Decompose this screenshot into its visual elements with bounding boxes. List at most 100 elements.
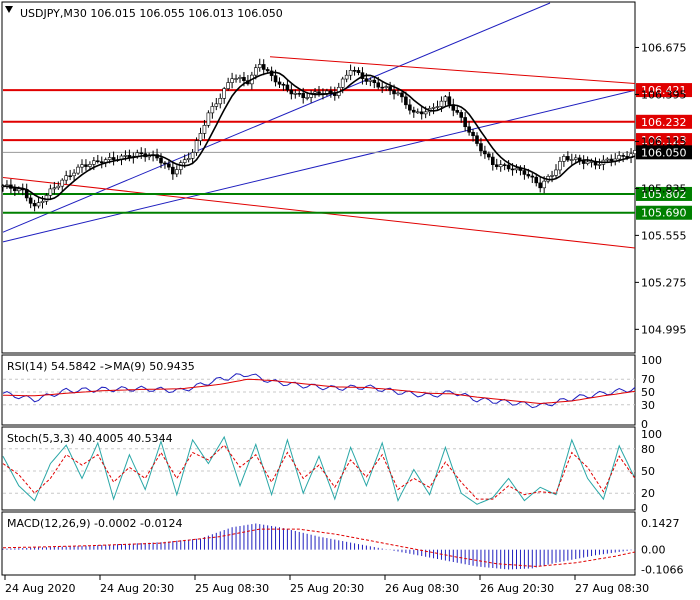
candle-body — [182, 159, 187, 163]
trendline-resistance — [269, 56, 636, 85]
candle-body — [368, 79, 373, 82]
candle-body — [605, 158, 610, 161]
candle-body — [206, 112, 211, 126]
candle-body — [498, 164, 503, 168]
macd-title: MACD(12,26,9) -0.0002 -0.0124 — [7, 517, 182, 530]
candle-body — [538, 182, 543, 189]
candle-body — [238, 77, 242, 79]
candle-body — [84, 164, 88, 167]
candle-body — [502, 164, 507, 166]
candle-body — [218, 98, 223, 105]
dropdown-triangle-icon[interactable] — [5, 6, 13, 13]
candle-body — [123, 155, 128, 157]
stoch-tick-label: 50 — [641, 465, 655, 478]
candle-body — [597, 164, 602, 166]
stoch-tick-label: 0 — [641, 502, 648, 515]
candle-body — [171, 166, 175, 175]
rsi-tick-label: 30 — [641, 399, 655, 412]
candle-body — [506, 164, 511, 170]
candle-body — [96, 160, 100, 163]
candle-body — [479, 143, 483, 152]
candle-body — [388, 86, 392, 91]
candle-body — [443, 96, 448, 102]
rsi-tick-label: 50 — [641, 386, 655, 399]
candle-body — [226, 82, 230, 89]
stoch-series-0 — [2, 435, 636, 505]
candle-body — [530, 175, 535, 178]
stoch-tick-label: 100 — [641, 428, 662, 441]
candle-body — [569, 159, 574, 161]
candle-body — [404, 96, 408, 106]
rsi-panel — [1, 354, 636, 426]
candle-body — [92, 160, 96, 165]
candle-body — [447, 96, 452, 105]
time-tick-label: 24 Aug 2020 — [5, 582, 75, 595]
candle-body — [281, 83, 286, 86]
candle-body — [159, 157, 163, 164]
stoch-tick-label: 20 — [641, 487, 655, 500]
candle-body — [210, 106, 215, 114]
candle-body — [455, 110, 460, 113]
candle-body — [423, 111, 428, 115]
candle-body — [380, 86, 385, 89]
level-label-105.690: 105.690 — [641, 207, 687, 220]
level-tag-106.421 — [636, 83, 692, 98]
candle-body — [254, 67, 258, 76]
moving-average-line — [2, 71, 636, 201]
candle-body — [411, 109, 416, 113]
candle-body — [56, 185, 61, 189]
stoch-layer — [2, 435, 636, 505]
candle-body — [566, 156, 570, 161]
candle-body — [514, 167, 519, 171]
macd-layer — [2, 523, 636, 570]
candle-body — [305, 97, 309, 99]
candle-body — [186, 158, 191, 161]
rsi-tick-label: 100 — [641, 354, 662, 367]
candle-body — [190, 152, 195, 159]
candle-body — [550, 175, 554, 177]
channel-lower-line — [2, 89, 636, 243]
candle-body — [88, 164, 92, 167]
candle-body — [257, 64, 262, 69]
level-tag-105.690 — [636, 205, 692, 220]
level-label-105.802: 105.802 — [641, 188, 687, 201]
candle-body — [467, 126, 471, 133]
candle-body — [234, 78, 238, 80]
candle-body — [372, 79, 377, 84]
price-tick-label: 106.675 — [641, 41, 687, 54]
candle-body — [317, 91, 321, 94]
candle-body — [139, 152, 144, 155]
candle-body — [293, 93, 298, 95]
candle-body — [175, 169, 179, 175]
candle-body — [202, 125, 207, 134]
time-tick-label: 24 Aug 20:30 — [100, 582, 174, 595]
candle-body — [36, 202, 41, 207]
candle-body — [494, 164, 499, 168]
candle-body — [581, 160, 586, 164]
macd-tick-label: -0.1066 — [641, 564, 683, 577]
price-layer — [1, 2, 637, 249]
candle-body — [483, 150, 487, 155]
macd-signal-line — [2, 528, 636, 568]
candle-body — [463, 117, 467, 128]
candle-body — [471, 131, 475, 137]
candle-body — [265, 69, 270, 72]
candle-body — [609, 158, 614, 162]
candle-body — [431, 107, 436, 109]
candle-body — [408, 104, 412, 111]
candle-body — [277, 81, 282, 85]
candle-body — [107, 157, 112, 160]
candle-body — [376, 82, 381, 88]
rsi-layer — [2, 373, 636, 409]
rsi-tick-label: 0 — [641, 418, 648, 431]
level-label-106.123: 106.123 — [641, 134, 687, 147]
candle-body — [222, 88, 226, 99]
candle-body — [352, 70, 357, 72]
candle-body — [285, 84, 290, 91]
candle-body — [261, 64, 266, 70]
candle-body — [64, 175, 68, 181]
candle-body — [459, 112, 464, 118]
price-tick-label: 106.395 — [641, 88, 687, 101]
candle-body — [510, 168, 515, 171]
